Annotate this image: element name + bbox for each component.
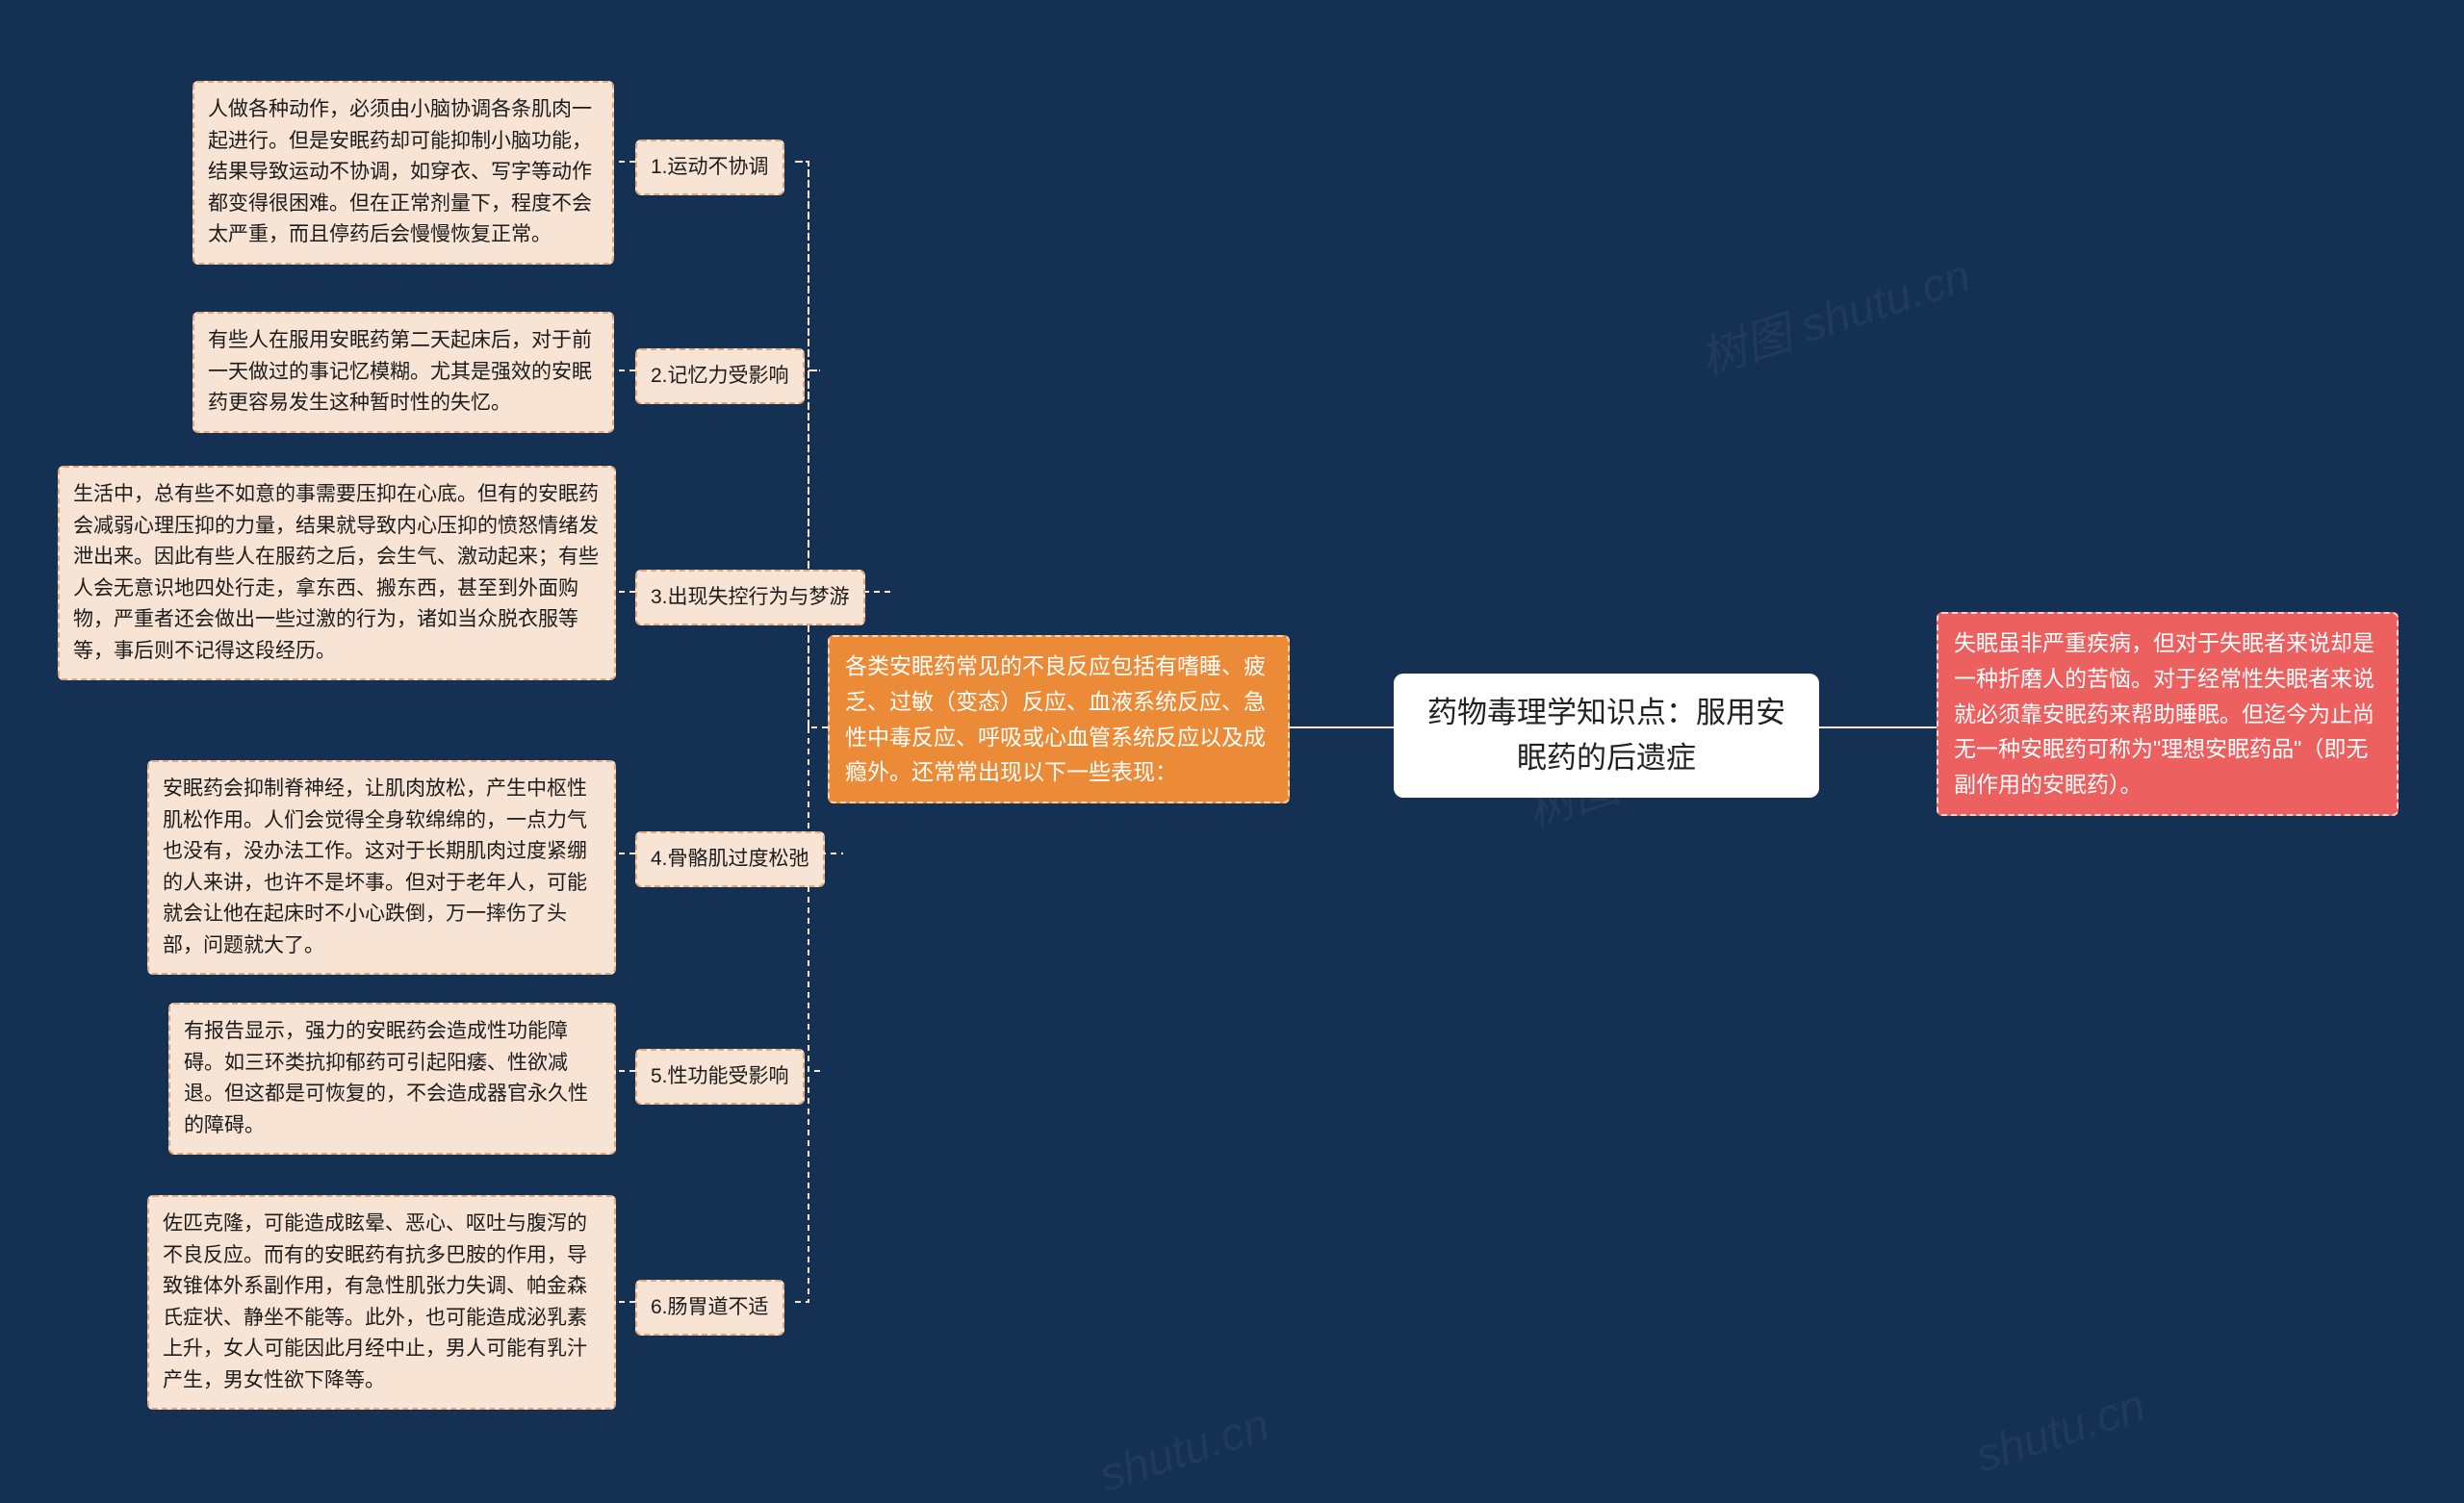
sub-node-2[interactable]: 2.记忆力受影响 [635, 348, 805, 404]
sub-node-1[interactable]: 1.运动不协调 [635, 140, 784, 195]
mindmap-canvas: shutu.cn 树图 shutu.cn shutu.cn 树图 shutu.c… [0, 0, 2464, 1460]
sub-node-4[interactable]: 4.骨骼肌过度松弛 [635, 831, 825, 887]
root-node[interactable]: 药物毒理学知识点：服用安眠药的后遗症 [1394, 674, 1819, 798]
watermark: 树图 shutu.cn [1690, 238, 1977, 388]
detail-node-2[interactable]: 有些人在服用安眠药第二天起床后，对于前一天做过的事记忆模糊。尤其是强效的安眠药更… [192, 312, 614, 433]
detail-node-5[interactable]: 有报告显示，强力的安眠药会造成性功能障碍。如三环类抗抑郁药可引起阳痿、性欲减退。… [168, 1003, 616, 1155]
watermark: shutu.cn [1093, 1398, 1276, 1502]
right-branch-node[interactable]: 失眠虽非严重疾病，但对于失眠者来说却是一种折磨人的苦恼。对于经常性失眠者来说就必… [1937, 612, 2399, 816]
watermark: shutu.cn [1969, 1379, 2152, 1483]
detail-node-4[interactable]: 安眠药会抑制脊神经，让肌肉放松，产生中枢性肌松作用。人们会觉得全身软绵绵的，一点… [147, 760, 616, 975]
detail-node-6[interactable]: 佐匹克隆，可能造成眩晕、恶心、呕吐与腹泻的不良反应。而有的安眠药有抗多巴胺的作用… [147, 1195, 616, 1410]
left-main-node[interactable]: 各类安眠药常见的不良反应包括有嗜睡、疲乏、过敏（变态）反应、血液系统反应、急性中… [828, 635, 1290, 803]
detail-node-3[interactable]: 生活中，总有些不如意的事需要压抑在心底。但有的安眠药会减弱心理压抑的力量，结果就… [58, 466, 616, 680]
sub-node-5[interactable]: 5.性功能受影响 [635, 1049, 805, 1105]
sub-node-3[interactable]: 3.出现失控行为与梦游 [635, 570, 865, 625]
sub-node-6[interactable]: 6.肠胃道不适 [635, 1280, 784, 1336]
detail-node-1[interactable]: 人做各种动作，必须由小脑协调各条肌肉一起进行。但是安眠药却可能抑制小脑功能，结果… [192, 81, 614, 265]
